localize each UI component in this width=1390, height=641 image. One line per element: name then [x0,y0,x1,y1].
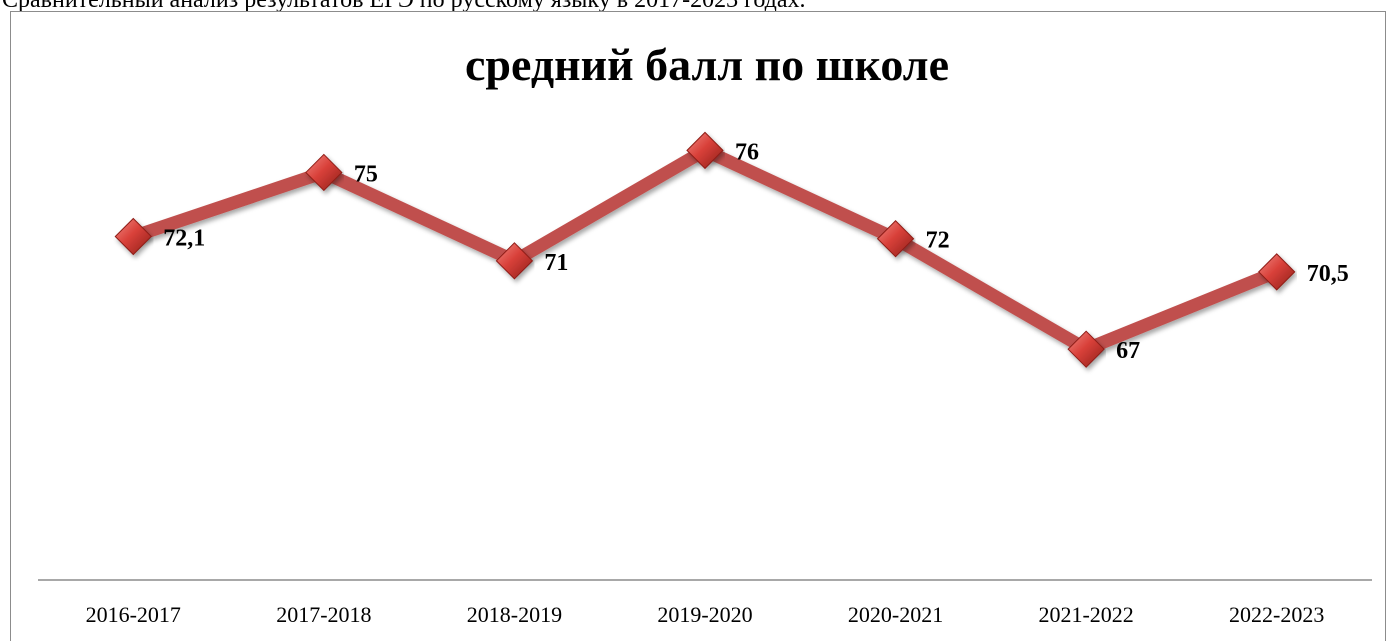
data-label: 75 [354,161,378,187]
data-point-marker [1258,253,1296,291]
chart-title: средний балл по школе [465,39,949,90]
plot-area: 2016-2017 2017-2018 2018-2019 2019-2020 2020… [38,131,1372,627]
x-tick-label: 2017-2018 [276,602,371,627]
x-tick-label: 2021-2022 [1038,602,1133,627]
document-caption: Сравнительный анализ результатов ЕГЭ по … [2,0,806,13]
data-point-marker [305,153,343,192]
x-tick-label: 2019-2020 [657,602,752,627]
data-label: 72 [926,228,950,254]
data-point-marker [876,220,915,258]
x-tick-label: 2022-2023 [1229,602,1324,627]
data-point-marker [114,217,152,256]
data-label: 71 [544,250,568,276]
data-label: 67 [1116,338,1140,364]
x-tick-label: 2018-2019 [467,602,562,627]
data-point-marker [1067,330,1105,368]
data-label: 72,1 [163,226,205,252]
data-point-marker [495,242,534,280]
x-tick-label: 2016-2017 [86,602,181,627]
data-label: 70,5 [1307,261,1349,287]
chart-frame [10,11,1386,641]
x-tick-label: 2020-2021 [848,602,943,627]
data-point-marker [686,131,724,170]
data-label: 76 [735,139,759,165]
